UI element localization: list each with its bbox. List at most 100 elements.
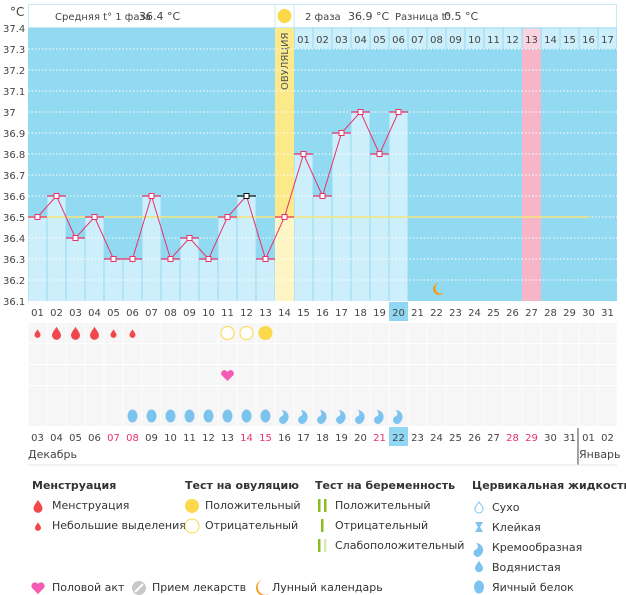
icon-cell xyxy=(161,365,180,385)
icon-cell xyxy=(541,365,560,385)
icon-cell xyxy=(408,386,427,406)
icon-cell xyxy=(161,386,180,406)
icon-cell xyxy=(522,386,541,406)
calendar-date-label: 10 xyxy=(164,433,177,444)
temperature-point xyxy=(110,256,117,262)
temperature-bar xyxy=(180,238,199,301)
icon-cell xyxy=(560,365,579,385)
icon-cell xyxy=(465,406,484,426)
x-tick-label: 03 xyxy=(69,308,82,319)
x-tick-label: 07 xyxy=(145,308,158,319)
phase2-value: 36.9 °C xyxy=(348,10,389,23)
icon-cell xyxy=(427,344,446,364)
x-tick-label: 06 xyxy=(126,308,139,319)
x-tick-label: 16 xyxy=(316,308,329,319)
x-tick-label: 12 xyxy=(240,308,253,319)
icon-cell xyxy=(541,386,560,406)
icon-cell xyxy=(294,323,313,343)
month-label: Декабрь xyxy=(28,448,77,461)
icon-cell xyxy=(142,344,161,364)
current-day-highlight xyxy=(389,302,408,321)
icon-cell xyxy=(522,365,541,385)
icon-cell xyxy=(541,344,560,364)
temperature-point xyxy=(281,214,288,220)
x-tick-label: 14 xyxy=(278,308,291,319)
icon-cell xyxy=(85,406,104,426)
temperature-point xyxy=(72,235,79,241)
x-tick-label: 24 xyxy=(468,308,481,319)
legend-item: Менструация xyxy=(52,499,130,512)
temperature-bar xyxy=(256,259,275,301)
icon-cell xyxy=(47,386,66,406)
legend-item: Сухо xyxy=(492,501,520,514)
icon-cell xyxy=(47,406,66,426)
icon-cell xyxy=(579,323,598,343)
phase2-day-label: 10 xyxy=(468,35,481,46)
icon-cell xyxy=(465,344,484,364)
calendar-date-label: 02 xyxy=(601,433,614,444)
temperature-point xyxy=(243,193,250,199)
icon-cell xyxy=(313,344,332,364)
x-tick-label: 22 xyxy=(430,308,443,319)
y-tick-label: 37.3 xyxy=(3,45,25,56)
icon-cell xyxy=(598,386,617,406)
heart-icon xyxy=(31,582,45,594)
calendar-date-label: 11 xyxy=(183,433,196,444)
calendar-date-label: 13 xyxy=(221,433,234,444)
calendar-date-label: 22 xyxy=(392,433,405,444)
icon-cell xyxy=(294,344,313,364)
x-tick-label: 08 xyxy=(164,308,177,319)
icon-cell xyxy=(28,386,47,406)
icon-cell xyxy=(237,365,256,385)
creamy-fluid-icon xyxy=(298,409,308,424)
icon-cell xyxy=(180,344,199,364)
legend-item: Водянистая xyxy=(492,561,561,574)
calendar-date-label: 20 xyxy=(354,433,367,444)
y-tick-label: 36.1 xyxy=(3,297,25,308)
icon-cell xyxy=(332,323,351,343)
phase2-day-cell xyxy=(465,28,484,49)
creamy-fluid-icon xyxy=(317,409,327,424)
icon-cell xyxy=(332,386,351,406)
phase2-day-label: 11 xyxy=(487,35,500,46)
legend-item: Клейкая xyxy=(492,521,541,534)
spotting-drop-icon xyxy=(34,329,41,338)
icon-cell xyxy=(275,365,294,385)
ovulation-label: ОВУЛЯЦИЯ xyxy=(280,33,291,91)
calendar-date-label: 16 xyxy=(278,433,291,444)
creamy-fluid-icon xyxy=(336,409,346,424)
stats-header xyxy=(28,4,617,28)
creamy-fluid-icon xyxy=(393,409,403,424)
calendar-date-label: 28 xyxy=(506,433,519,444)
phase2-day-label: 17 xyxy=(601,35,614,46)
ovulation-test-positive-icon xyxy=(258,326,273,340)
icon-cell xyxy=(579,344,598,364)
icon-cell xyxy=(446,365,465,385)
icon-cell xyxy=(484,406,503,426)
egg-white-fluid-icon xyxy=(146,409,157,423)
phase2-day-cell xyxy=(484,28,503,49)
temperature-point xyxy=(338,130,345,136)
calendar-date-label: 12 xyxy=(202,433,215,444)
legend-item: Лунный календарь xyxy=(272,581,383,594)
legend-item: Слабоположительный xyxy=(335,539,465,552)
phase2-day-cell xyxy=(522,28,541,49)
temperature-point xyxy=(205,256,212,262)
temperature-bar xyxy=(28,217,47,301)
calendar-date-label: 04 xyxy=(50,433,63,444)
temperature-bar xyxy=(142,196,161,301)
temperature-line xyxy=(37,111,399,261)
icon-cell xyxy=(408,344,427,364)
phase2-day-label: 02 xyxy=(316,35,329,46)
calendar-date-label: 09 xyxy=(145,433,158,444)
icon-cell xyxy=(28,344,47,364)
spotting-drop-icon xyxy=(110,329,117,338)
icon-cell xyxy=(28,406,47,426)
temperature-bar xyxy=(313,196,332,301)
icon-cell xyxy=(598,323,617,343)
icon-cell xyxy=(237,386,256,406)
phase2-day-cell xyxy=(560,28,579,49)
creamy-fluid-icon xyxy=(473,542,484,557)
